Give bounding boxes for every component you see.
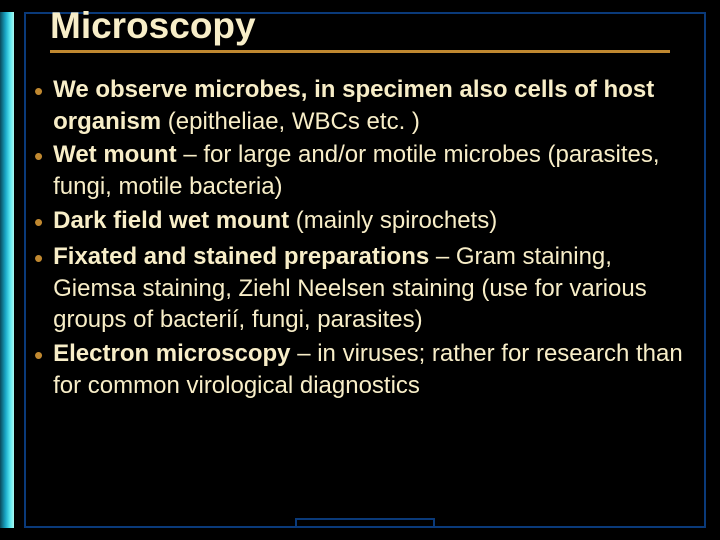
- bullet-icon: •: [34, 139, 43, 173]
- bullet-text: Wet mount – for large and/or motile micr…: [53, 139, 694, 202]
- list-item: • Electron microscopy – in viruses; rath…: [34, 338, 694, 401]
- bullet-icon: •: [34, 338, 43, 372]
- bullet-icon: •: [34, 241, 43, 275]
- bullet-text: We observe microbes, in specimen also ce…: [53, 74, 694, 137]
- list-item: • Wet mount – for large and/or motile mi…: [34, 139, 694, 202]
- list-item: • Dark field wet mount (mainly spirochet…: [34, 205, 694, 239]
- title-block: Microscopy: [50, 4, 670, 53]
- bullet-text: Electron microscopy – in viruses; rather…: [53, 338, 694, 401]
- bottom-notch: [295, 518, 435, 526]
- list-item: • Fixated and stained preparations – Gra…: [34, 241, 694, 336]
- slide-title: Microscopy: [50, 4, 670, 48]
- bullet-text: Dark field wet mount (mainly spirochets): [53, 205, 497, 237]
- title-underline: [50, 50, 670, 53]
- bullet-icon: •: [34, 74, 43, 108]
- list-item: • We observe microbes, in specimen also …: [34, 74, 694, 137]
- gradient-accent-bar: [0, 12, 14, 528]
- bullet-text: Fixated and stained preparations – Gram …: [53, 241, 694, 336]
- bullet-icon: •: [34, 205, 43, 239]
- bullet-list: • We observe microbes, in specimen also …: [34, 74, 694, 403]
